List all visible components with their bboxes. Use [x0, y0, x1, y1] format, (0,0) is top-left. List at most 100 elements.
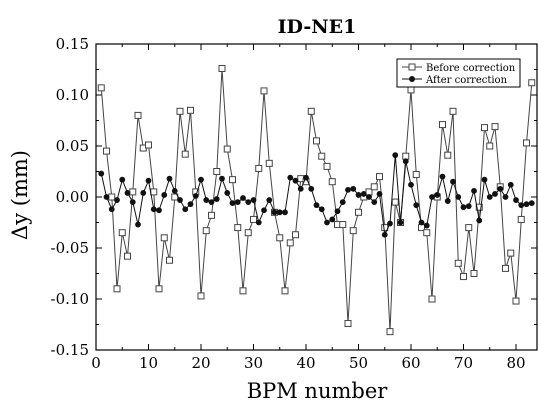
data-point-square: [481, 124, 488, 132]
data-point-circle: [255, 219, 262, 226]
data-point-circle: [150, 206, 157, 213]
data-point-circle: [203, 197, 210, 203]
data-point-circle: [129, 199, 136, 206]
data-point-circle: [213, 196, 220, 202]
y-tick-label: 0.00: [56, 188, 89, 206]
y-tick-label: -0.05: [51, 239, 89, 257]
data-point-square: [323, 162, 331, 170]
data-point-square: [502, 264, 509, 272]
data-point-square: [454, 259, 462, 267]
data-point-circle: [513, 197, 519, 203]
data-point-circle: [497, 185, 504, 192]
data-point-circle: [381, 231, 388, 238]
data-point-circle: [355, 192, 362, 198]
data-point-circle: [360, 191, 367, 197]
data-point-circle: [276, 209, 283, 216]
data-point-square: [349, 227, 357, 235]
data-point-square: [286, 239, 294, 247]
data-point-square: [129, 188, 137, 196]
data-point-square: [97, 84, 105, 92]
x-tick-label: 20: [191, 354, 210, 372]
data-point-circle: [177, 197, 183, 203]
legend-label-after: After correction: [425, 75, 508, 86]
data-point-square: [318, 152, 326, 160]
data-point-circle: [261, 207, 267, 214]
data-point-circle: [492, 191, 498, 197]
legend-label-before: Before correction: [426, 63, 516, 74]
data-point-circle: [413, 202, 420, 209]
data-point-circle: [397, 219, 404, 226]
series-before-correction: [97, 64, 536, 336]
data-point-circle: [245, 199, 252, 206]
data-point-circle: [240, 195, 246, 201]
data-point-circle: [523, 201, 530, 208]
data-point-square: [475, 203, 483, 211]
data-point-circle: [219, 175, 225, 182]
data-point-circle: [387, 220, 393, 227]
data-point-square: [370, 183, 378, 191]
data-point-square: [160, 234, 168, 242]
series-line: [100, 68, 533, 332]
data-point-square: [507, 249, 515, 257]
data-point-square: [313, 137, 320, 145]
data-point-square: [276, 234, 284, 242]
y-tick-label: 0.15: [56, 35, 89, 53]
data-point-circle: [486, 194, 493, 200]
legend-marker-after: [409, 76, 415, 82]
data-point-square: [223, 145, 231, 153]
data-point-circle: [208, 199, 215, 206]
data-point-square: [108, 193, 116, 201]
data-point-square: [449, 107, 457, 115]
data-point-square: [176, 107, 184, 115]
data-point-circle: [318, 206, 325, 213]
data-point-square: [307, 107, 315, 115]
data-point-circle: [329, 216, 336, 223]
data-point-circle: [198, 176, 204, 183]
data-point-square: [328, 178, 336, 186]
data-point-circle: [303, 174, 309, 181]
data-point-circle: [439, 173, 446, 180]
data-point-circle: [392, 152, 399, 159]
legend-box: [396, 58, 521, 88]
data-point-circle: [460, 204, 467, 211]
data-point-square: [239, 287, 247, 295]
chart-title: ID-NE1: [278, 16, 357, 38]
data-point-circle: [324, 219, 330, 226]
data-point-circle: [444, 198, 451, 204]
data-point-circle: [224, 190, 231, 196]
data-point-square: [391, 198, 399, 206]
data-point-circle: [476, 217, 483, 224]
data-point-circle: [229, 200, 236, 207]
data-point-circle: [465, 203, 472, 210]
data-point-circle: [271, 209, 278, 216]
data-point-square: [208, 211, 215, 219]
data-point-circle: [140, 190, 147, 196]
data-point-square: [155, 285, 163, 293]
data-point-circle: [135, 221, 141, 228]
data-point-circle: [266, 197, 273, 203]
data-point-square: [444, 151, 452, 159]
data-point-circle: [423, 222, 430, 229]
data-point-square: [355, 208, 362, 216]
data-point-circle: [308, 185, 315, 192]
data-point-square: [386, 328, 394, 336]
x-tick-label: 50: [349, 354, 368, 372]
data-point-circle: [366, 194, 372, 200]
data-point-square: [103, 147, 110, 155]
data-point-square: [491, 123, 499, 131]
data-point-square: [407, 86, 415, 94]
data-point-circle: [292, 177, 299, 184]
data-point-square: [344, 319, 352, 327]
data-point-square: [470, 270, 478, 277]
x-tick-label: 30: [244, 354, 263, 372]
data-point-square: [113, 285, 121, 293]
data-point-circle: [429, 194, 435, 200]
data-point-circle: [345, 186, 351, 193]
data-point-square: [229, 176, 236, 184]
data-point-square: [234, 224, 242, 232]
data-point-square: [517, 215, 525, 223]
data-point-circle: [507, 181, 514, 188]
series-after-correction: [98, 152, 535, 238]
data-point-square: [118, 229, 126, 237]
data-point-square: [423, 229, 431, 237]
